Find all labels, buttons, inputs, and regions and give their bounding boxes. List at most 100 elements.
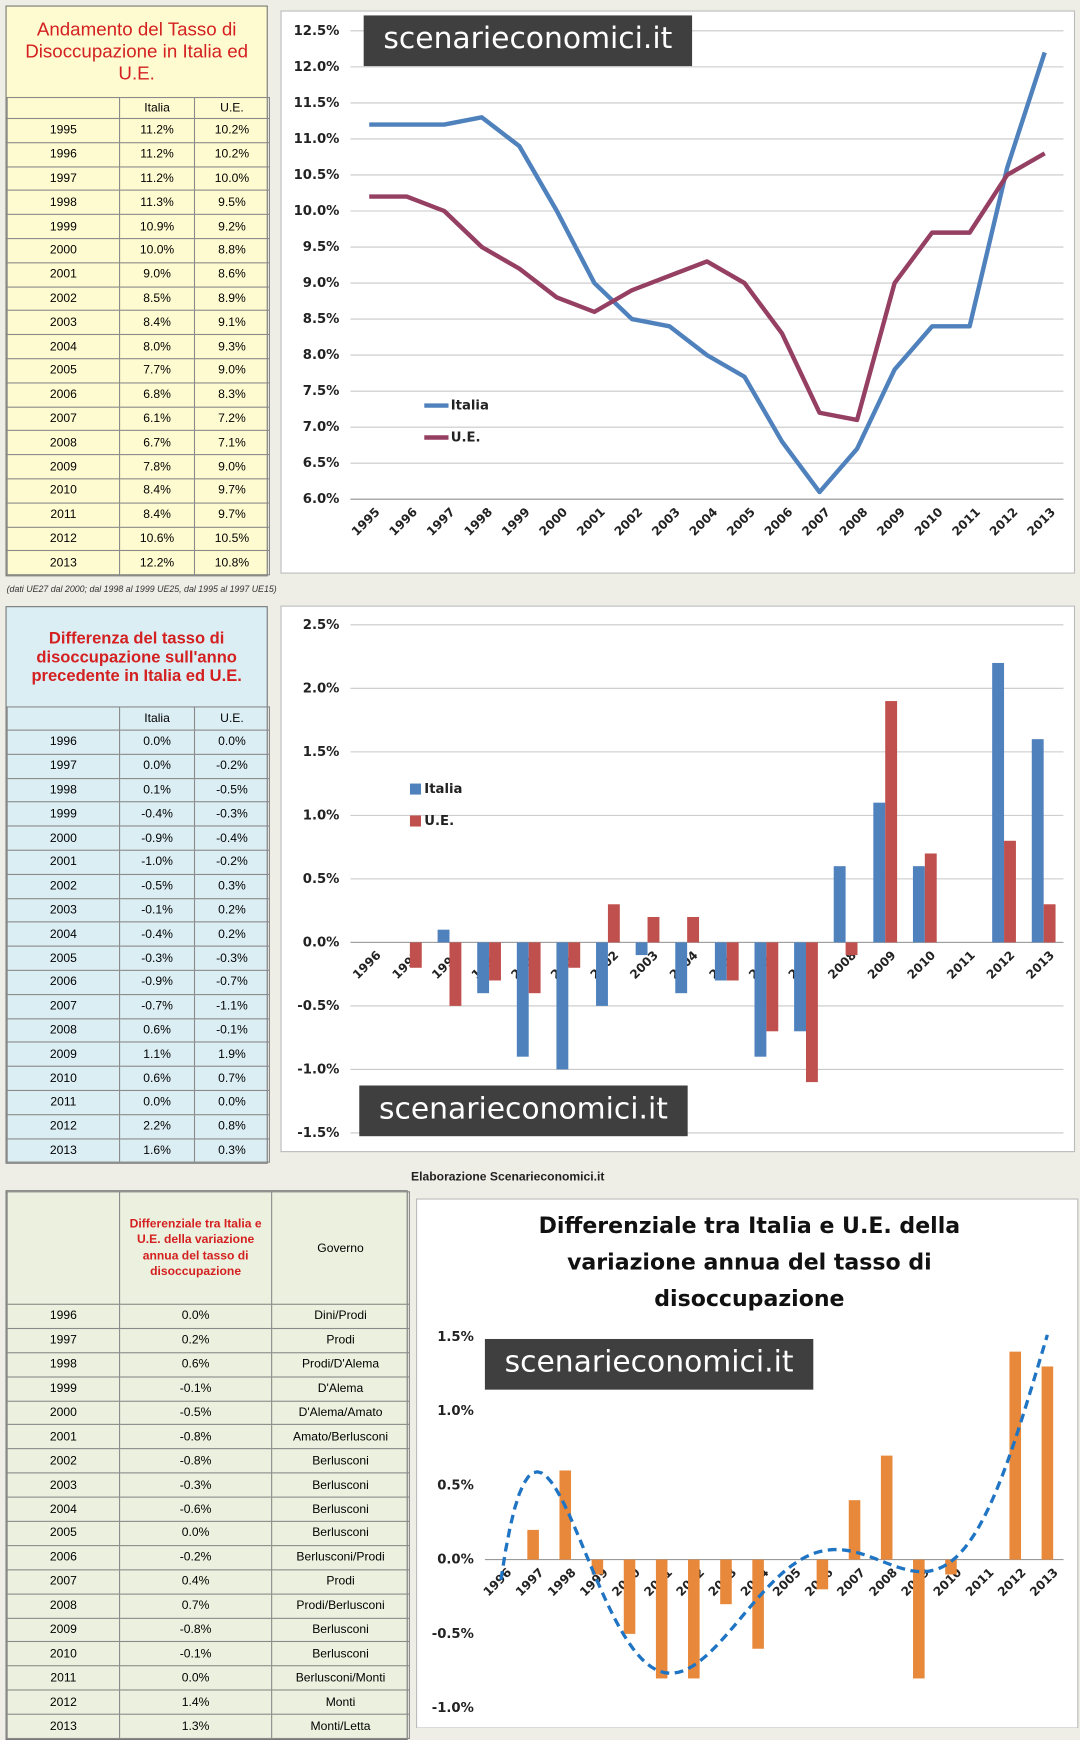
cell: 1.4% xyxy=(119,1689,273,1715)
cell: -0.8% xyxy=(119,1448,273,1474)
y-tick-label: -1.0% xyxy=(432,1701,474,1716)
bar xyxy=(635,942,648,956)
bar xyxy=(726,942,739,981)
table: Italia U.E. 1995 11.2% 10.2% 1996 11.2% 10.2% 19… xyxy=(6,96,270,576)
bar xyxy=(528,942,541,994)
bar xyxy=(845,942,858,956)
bar xyxy=(924,853,937,943)
row: 1996 0.0% 0.0% xyxy=(6,729,270,755)
table-differences: Differenza del tasso di disoccupazione s… xyxy=(5,606,270,1165)
row: 2002 -0.5% 0.3% xyxy=(6,873,270,899)
cell: 8.6% xyxy=(193,262,270,288)
legend-label: Italia xyxy=(451,399,489,414)
row: 1997 11.2% 10.0% xyxy=(6,165,270,192)
cell: 2011 xyxy=(6,502,121,528)
header-row: Italia U.E. xyxy=(6,96,270,120)
row: 2009 -0.8% Berlusconi xyxy=(6,1617,410,1643)
cell: 2008 xyxy=(6,430,121,456)
cell: 9.3% xyxy=(193,334,270,360)
cell: Berlusconi xyxy=(271,1448,410,1474)
cell: 11.2% xyxy=(119,117,196,144)
cell: 0.0% xyxy=(119,753,196,779)
cell: 2000 xyxy=(6,238,121,264)
watermark: scenarieconomici.it xyxy=(379,1091,668,1126)
header-cell xyxy=(6,706,121,731)
cell: D'Alema xyxy=(271,1376,410,1402)
legend-swatch xyxy=(409,815,421,827)
cell: -0.8% xyxy=(119,1617,273,1643)
cell: 1998 xyxy=(6,1351,121,1378)
cell: Berlusconi xyxy=(271,1496,410,1522)
row: 2011 0.0% Berlusconi/Monti xyxy=(6,1665,410,1691)
credit: Elaborazione Scenarieconomici.it xyxy=(411,1170,605,1184)
cell: 1998 xyxy=(6,777,121,803)
cell: 2001 xyxy=(6,1424,121,1450)
cell: 2005 xyxy=(6,1520,121,1547)
y-tick-label: 8.5% xyxy=(303,312,340,327)
cell: 0.0% xyxy=(193,729,270,755)
bar xyxy=(409,942,422,968)
bar xyxy=(647,916,660,943)
bar xyxy=(766,942,779,1032)
cell: 11.3% xyxy=(119,189,196,216)
bar xyxy=(714,942,727,981)
row: 2013 12.2% 10.8% xyxy=(6,550,270,576)
cell: -0.1% xyxy=(119,897,196,923)
cell: 2006 xyxy=(6,969,121,995)
cell: 1996 xyxy=(6,141,121,168)
bar xyxy=(913,1559,925,1679)
table-title: Andamento del Tasso di Disoccupazione in… xyxy=(25,18,249,84)
table: Differenziale tra Italia e U.E. della va… xyxy=(6,1191,410,1740)
y-tick-label: 10.0% xyxy=(294,204,340,219)
y-tick-label: 2.0% xyxy=(303,681,340,696)
bar xyxy=(1031,739,1044,943)
watermark-box xyxy=(359,1085,688,1137)
cell: -0.5% xyxy=(193,777,270,803)
cell: 2012 xyxy=(6,1689,121,1715)
y-tick-label: 0.0% xyxy=(437,1553,474,1568)
note: (dati UE27 dal 2000; dal 1998 al 1999 UE… xyxy=(6,584,277,594)
bar xyxy=(848,1500,861,1560)
row: 2013 1.3% Monti/Letta xyxy=(6,1713,410,1740)
table-title: Differenza del tasso di disoccupazione s… xyxy=(31,628,242,685)
cell: 0.0% xyxy=(119,1665,273,1691)
table-differential: Differenziale tra Italia e U.E. della va… xyxy=(5,1190,410,1740)
cell: 2005 xyxy=(6,945,121,971)
bar xyxy=(754,942,767,1057)
cell: 0.1% xyxy=(119,777,196,803)
bar xyxy=(805,942,818,1083)
y-tick-label: 2.5% xyxy=(303,618,340,633)
row: 2004 -0.6% Berlusconi xyxy=(6,1496,410,1522)
cell: 2002 xyxy=(6,286,121,312)
cell: -0.2% xyxy=(193,849,270,875)
bar xyxy=(885,701,898,943)
row: 2009 7.8% 9.0% xyxy=(6,454,270,480)
cell: 7.1% xyxy=(193,430,270,456)
bar xyxy=(623,1559,636,1634)
y-tick-label: 7.5% xyxy=(303,384,340,399)
cell: Berlusconi/Monti xyxy=(271,1665,410,1691)
cell: 9.7% xyxy=(193,478,270,504)
row: 2011 0.0% 0.0% xyxy=(6,1089,270,1115)
bar xyxy=(559,1470,572,1560)
bar xyxy=(945,1559,957,1575)
y-tick-label: -0.5% xyxy=(297,999,339,1014)
cell: 0.4% xyxy=(119,1569,273,1595)
row: 2002 8.5% 8.9% xyxy=(6,286,270,312)
row: 1997 0.2% Prodi xyxy=(6,1327,410,1354)
cell: -0.9% xyxy=(119,969,196,995)
row: 2001 -1.0% -0.2% xyxy=(6,849,270,875)
cell: Prodi/Berlusconi xyxy=(271,1593,410,1619)
cell: Berlusconi xyxy=(271,1472,410,1498)
bar xyxy=(477,942,490,994)
header-cell: U.E. xyxy=(193,706,270,731)
cell: 9.5% xyxy=(193,189,270,216)
row: 1998 0.1% -0.5% xyxy=(6,777,270,803)
legend-label: Italia xyxy=(424,782,462,797)
y-tick-label: -0.5% xyxy=(432,1627,474,1642)
cell: 8.4% xyxy=(119,502,196,528)
row: 2012 2.2% 0.8% xyxy=(6,1113,270,1140)
cell: 2006 xyxy=(6,382,121,408)
cell: 6.8% xyxy=(119,382,196,408)
bar xyxy=(912,866,925,943)
